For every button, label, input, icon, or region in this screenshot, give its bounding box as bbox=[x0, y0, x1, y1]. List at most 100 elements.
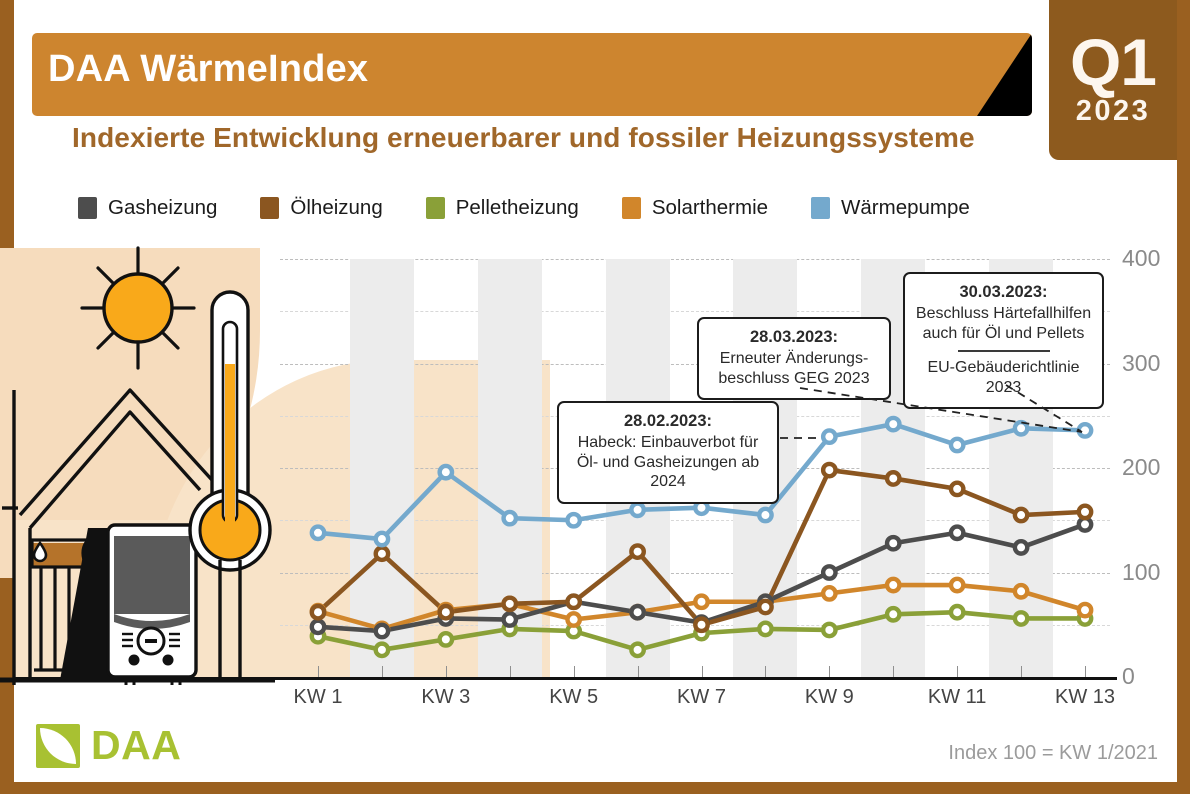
x-tick bbox=[318, 666, 319, 677]
annotation-divider bbox=[957, 350, 1050, 353]
data-point-heatpump-kw8 bbox=[757, 506, 774, 524]
legend-swatch-gas bbox=[78, 197, 97, 219]
legend-label-pellet: Pelletheizung bbox=[455, 196, 579, 219]
data-point-heatpump-kw1 bbox=[309, 524, 327, 542]
annotation-extra: EU-Gebäuderichtlinie 2023 bbox=[927, 359, 1080, 396]
x-tick bbox=[637, 666, 639, 677]
data-point-gas-kw12 bbox=[1012, 539, 1030, 556]
leaf-shape bbox=[40, 727, 76, 764]
x-tick-label-11: KW 11 bbox=[927, 686, 987, 708]
legend-label-oil: Ölheizung bbox=[290, 196, 383, 219]
legend-label-gas: Gasheizung bbox=[108, 196, 218, 219]
legend-item-heatpump: Wärmepumpe bbox=[811, 196, 970, 220]
x-tick bbox=[765, 666, 767, 677]
x-tick bbox=[701, 666, 703, 677]
legend-item-solar: Solarthermie bbox=[621, 196, 768, 220]
gridline-400 bbox=[280, 259, 1110, 260]
gridline-350 bbox=[280, 311, 1110, 313]
data-point-oil-kw3 bbox=[437, 603, 455, 621]
x-tick-label-7: KW 7 bbox=[677, 686, 726, 708]
chart-band bbox=[349, 259, 414, 677]
data-point-heatpump-kw2 bbox=[373, 530, 391, 548]
x-tick-label-13: KW 13 bbox=[1054, 686, 1116, 708]
y-tick-label-200: 200 bbox=[1122, 454, 1161, 480]
daa-leaf-icon bbox=[36, 723, 80, 768]
gridline-100 bbox=[280, 572, 1110, 574]
data-point-pellet-kw3 bbox=[437, 630, 455, 648]
x-tick-label-9: KW 9 bbox=[804, 686, 854, 708]
data-point-gas-kw6 bbox=[629, 603, 646, 621]
data-point-oil-kw4 bbox=[501, 595, 519, 613]
data-point-heatpump-kw4 bbox=[501, 509, 519, 527]
y-axis-labels: 0 100 200 300 400 bbox=[1122, 240, 1182, 700]
data-point-pellet-kw2 bbox=[373, 641, 391, 659]
chart-series-layer bbox=[309, 415, 1094, 659]
legend-item-pellet: Pelletheizung bbox=[425, 196, 579, 220]
x-tick bbox=[1085, 666, 1086, 677]
annotation-text: Erneuter Änderungs- beschluss GEG 2023 bbox=[718, 350, 870, 387]
annotation-text: Habeck: Einbauverbot für Öl- und Gasheiz… bbox=[576, 434, 760, 491]
data-point-oil-kw11 bbox=[948, 480, 966, 498]
annotation-date: 28.03.2023: bbox=[749, 328, 839, 346]
data-point-oil-kw5 bbox=[565, 593, 583, 611]
data-point-oil-kw13 bbox=[1076, 503, 1094, 521]
x-tick bbox=[445, 666, 447, 677]
data-point-heatpump-kw13 bbox=[1076, 421, 1094, 439]
data-point-oil-kw2 bbox=[373, 545, 391, 563]
data-point-pellet-kw6 bbox=[629, 641, 646, 659]
annotation-date: 30.03.2023: bbox=[959, 283, 1048, 301]
y-tick-label-400: 400 bbox=[1122, 245, 1161, 271]
sun-disc bbox=[102, 272, 174, 344]
data-point-heatpump-kw12 bbox=[1012, 419, 1030, 437]
x-tick-label-5: KW 5 bbox=[549, 686, 599, 708]
data-point-pellet-kw10 bbox=[884, 605, 902, 623]
data-point-oil-kw10 bbox=[884, 470, 902, 487]
boiler-icon bbox=[60, 523, 198, 685]
page-title: DAA WärmeIndex bbox=[48, 48, 369, 90]
data-point-solar-kw5 bbox=[565, 611, 583, 628]
data-point-solar-kw9 bbox=[820, 584, 838, 602]
page-subtitle: Indexierte Entwicklung erneuerbarer und … bbox=[72, 122, 975, 153]
annotation-geg: 28.03.2023: Erneuter Änderungs- beschlus… bbox=[697, 317, 891, 401]
data-point-solar-kw12 bbox=[1012, 582, 1030, 600]
data-point-oil-kw7 bbox=[693, 616, 710, 634]
legend-swatch-pellet bbox=[425, 197, 445, 219]
data-point-pellet-kw12 bbox=[1012, 610, 1030, 627]
x-tick bbox=[573, 666, 575, 677]
y-tick-label-0: 0 bbox=[1122, 663, 1135, 689]
data-point-heatpump-kw6 bbox=[629, 501, 646, 519]
data-point-oil-kw1 bbox=[309, 603, 327, 621]
annotation-habeck: 28.02.2023: Habeck: Einbauverbot für Öl-… bbox=[557, 401, 779, 504]
thermometer-icon bbox=[188, 290, 272, 680]
data-point-solar-kw7 bbox=[693, 593, 710, 611]
data-point-heatpump-kw3 bbox=[437, 463, 455, 481]
data-point-heatpump-kw10 bbox=[884, 415, 902, 433]
data-point-oil-kw9 bbox=[820, 461, 838, 479]
gridline-150 bbox=[280, 520, 1110, 522]
x-tick bbox=[957, 666, 959, 677]
heating-illustration bbox=[0, 240, 300, 685]
data-point-heatpump-kw11 bbox=[948, 436, 966, 454]
index-footnote: Index 100 = KW 1/2021 bbox=[948, 742, 1158, 764]
legend-item-gas: Gasheizung bbox=[78, 196, 217, 220]
x-tick bbox=[509, 666, 511, 677]
frame-border-right bbox=[1177, 0, 1190, 794]
data-point-oil-kw6 bbox=[629, 543, 646, 560]
data-point-oil-kw12 bbox=[1012, 506, 1030, 524]
x-tick bbox=[381, 666, 383, 677]
x-tick bbox=[1021, 666, 1023, 677]
data-point-gas-kw1 bbox=[309, 618, 327, 636]
annotation-text: Beschluss Härtefallhilfen auch für Öl un… bbox=[915, 305, 1092, 342]
gridline-300 bbox=[280, 363, 1110, 365]
x-tick bbox=[829, 666, 831, 677]
legend-swatch-oil bbox=[260, 197, 280, 219]
data-point-heatpump-kw5 bbox=[565, 511, 583, 529]
year-label: 2023 bbox=[1075, 94, 1151, 127]
data-point-heatpump-kw9 bbox=[820, 428, 838, 446]
x-axis-line bbox=[14, 677, 1117, 680]
annotation-haertefall: 30.03.2023: Beschluss Härtefallhilfen au… bbox=[903, 272, 1104, 410]
data-point-pellet-kw11 bbox=[948, 603, 966, 621]
title-banner-wedge bbox=[977, 33, 1032, 116]
data-point-solar-kw13 bbox=[1076, 601, 1094, 619]
